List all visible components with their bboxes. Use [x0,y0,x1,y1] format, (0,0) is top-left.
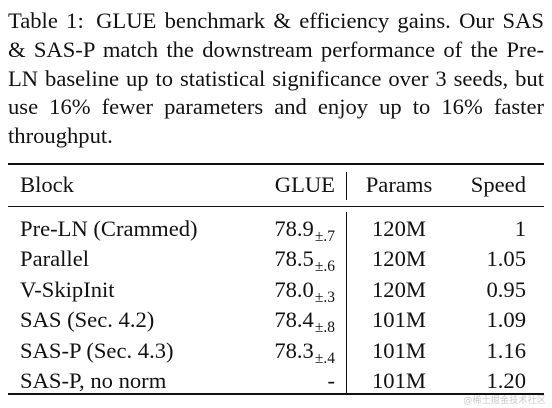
header-block: Block [20,172,74,197]
cell-glue: 78.0±.3 [274,276,335,307]
glue-std-subscript: ±.6 [314,258,335,276]
cell-params: 101M [372,307,426,333]
cell-speed: 1 [514,216,526,241]
cell-params: 120M [372,276,426,302]
table-top-rule [8,163,544,165]
cell-block: Parallel [20,246,90,272]
glue-score: 78.4 [274,307,314,333]
glue-std-subscript: ±.8 [314,319,335,337]
glue-score: 78.5 [274,246,314,272]
table-caption-text: GLUE benchmark & efficiency gains. Our S… [8,8,544,149]
cell-glue: 78.3±.4 [274,337,335,368]
cell-params: 101M [372,368,426,393]
glue-score: 78.3 [274,337,314,363]
glue-std-subscript: ±.7 [314,228,335,245]
cell-block: SAS (Sec. 4.2) [20,307,155,333]
cell-glue: 78.9±.7 [274,215,335,246]
header-speed: Speed [470,172,526,197]
cell-block: V-SkipInit [20,276,115,302]
cell-block: Pre-LN (Crammed) [20,216,198,241]
glue-score: 78.0 [274,276,314,302]
cell-params: 120M [372,246,426,272]
table-column-divider-body [346,212,348,393]
table-column-divider-header [346,172,348,200]
cell-speed: 1.09 [486,307,526,333]
cell-params: 120M [372,216,426,241]
table-caption-label: Table 1: [8,8,84,33]
cell-speed: 0.95 [486,276,526,302]
glue-std-subscript: ±.4 [314,349,335,367]
glue-std-subscript: ±.3 [314,288,335,306]
cell-params: 101M [372,337,426,363]
header-params: Params [365,172,433,197]
cell-glue: - [327,367,335,395]
watermark: @稀土掘金技术社区 [463,396,546,406]
cell-glue: 78.5±.6 [274,245,335,276]
cell-glue: 78.4±.8 [274,306,335,337]
cell-speed: 1.05 [486,246,526,272]
cell-block: SAS-P, no norm [20,368,167,393]
header-glue: GLUE [274,172,335,197]
cell-block: SAS-P (Sec. 4.3) [20,337,174,363]
table-header-rule [8,206,544,207]
glue-score: - [327,368,335,393]
table-caption: Table 1: GLUE benchmark & efficiency gai… [8,7,544,151]
cell-speed: 1.20 [486,368,526,393]
glue-score: 78.9 [274,216,314,241]
table-bottom-rule [8,393,544,395]
cell-speed: 1.16 [486,337,526,363]
